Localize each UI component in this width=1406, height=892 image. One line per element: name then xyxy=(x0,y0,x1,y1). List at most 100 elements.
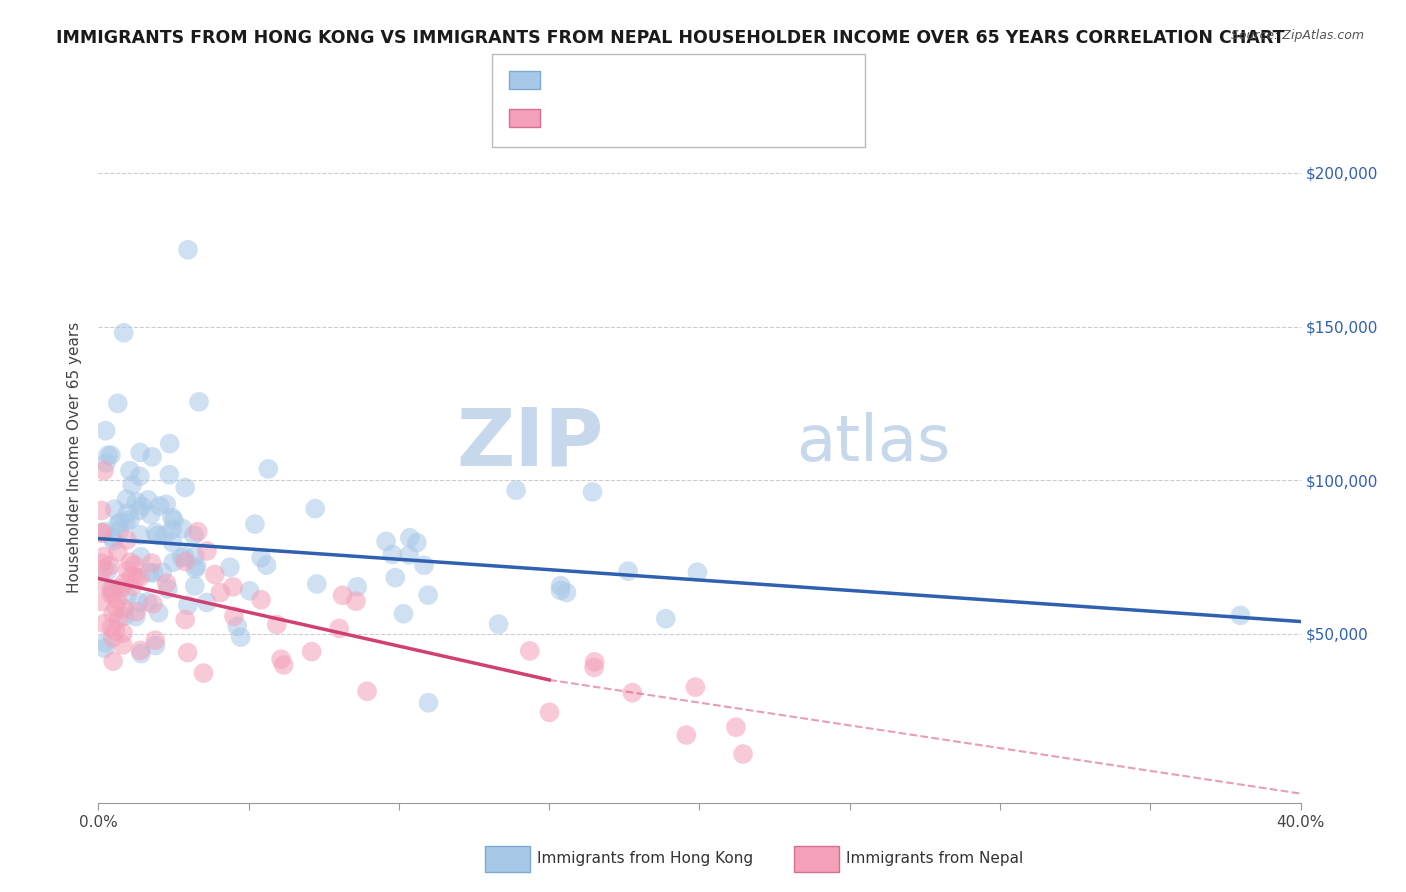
Point xyxy=(172,522,194,536)
Point xyxy=(159,436,181,450)
Point xyxy=(301,645,323,659)
Point xyxy=(170,550,193,565)
Point xyxy=(93,616,115,631)
Point xyxy=(184,562,207,576)
Point xyxy=(183,579,205,593)
Point xyxy=(256,558,278,573)
Text: -0.256: -0.256 xyxy=(583,109,643,127)
Point xyxy=(125,609,148,624)
Point xyxy=(141,556,163,570)
Point xyxy=(103,587,125,601)
Point xyxy=(555,585,578,599)
Point xyxy=(675,728,697,742)
Point xyxy=(724,720,747,734)
Point xyxy=(550,579,572,593)
Point xyxy=(112,576,135,591)
Point xyxy=(209,585,232,599)
Point xyxy=(93,641,115,656)
Point xyxy=(107,545,129,559)
Point xyxy=(97,563,120,577)
Point xyxy=(174,613,197,627)
Point xyxy=(418,696,440,710)
Point xyxy=(104,624,127,638)
Point xyxy=(94,424,117,438)
Point xyxy=(195,595,218,609)
Point xyxy=(204,567,226,582)
Point xyxy=(174,481,197,495)
Point xyxy=(142,597,165,611)
Point xyxy=(100,587,122,601)
Point xyxy=(101,531,124,545)
Point xyxy=(177,243,200,257)
Point xyxy=(392,607,415,621)
Point xyxy=(160,510,183,524)
Text: -0.108: -0.108 xyxy=(583,71,643,89)
Point xyxy=(98,558,121,573)
Point xyxy=(145,639,167,653)
Point xyxy=(226,619,249,633)
Point xyxy=(100,621,122,635)
Point xyxy=(118,513,141,527)
Text: 106: 106 xyxy=(681,71,716,89)
Point xyxy=(90,594,112,608)
Point xyxy=(121,478,143,492)
Point xyxy=(93,562,115,576)
Point xyxy=(685,680,707,694)
Point xyxy=(101,607,124,621)
Point xyxy=(143,633,166,648)
Point xyxy=(141,450,163,464)
Point xyxy=(142,566,165,580)
Point xyxy=(129,528,152,542)
Text: atlas: atlas xyxy=(796,412,950,475)
Text: R =: R = xyxy=(548,71,585,89)
Point xyxy=(101,631,124,645)
Point xyxy=(150,566,173,580)
Point xyxy=(128,503,150,517)
Point xyxy=(305,577,328,591)
Point xyxy=(173,549,195,564)
Point xyxy=(581,485,603,500)
Point xyxy=(129,643,152,657)
Point xyxy=(93,524,115,539)
Point xyxy=(731,747,754,761)
Point xyxy=(519,644,541,658)
Point xyxy=(118,464,141,478)
Point xyxy=(148,499,170,513)
Point xyxy=(94,636,117,650)
Point xyxy=(117,506,139,520)
Point xyxy=(112,602,135,616)
Point xyxy=(100,582,122,596)
Point xyxy=(162,535,184,549)
Point xyxy=(125,495,148,509)
Point xyxy=(398,548,420,562)
Text: Source: ZipAtlas.com: Source: ZipAtlas.com xyxy=(1230,29,1364,42)
Point xyxy=(90,556,112,570)
Point xyxy=(193,666,215,681)
Point xyxy=(621,686,644,700)
Point xyxy=(145,525,167,540)
Point xyxy=(157,467,180,482)
Point xyxy=(129,445,152,459)
Point xyxy=(124,558,146,572)
Point xyxy=(538,706,561,720)
Point xyxy=(114,609,136,624)
Point xyxy=(270,652,292,666)
Point xyxy=(156,582,179,596)
Point xyxy=(229,630,252,644)
Y-axis label: Householder Income Over 65 years: Householder Income Over 65 years xyxy=(67,321,83,593)
Point xyxy=(125,571,148,585)
Point xyxy=(128,595,150,609)
Text: R =: R = xyxy=(548,109,585,127)
Point xyxy=(110,581,132,595)
Point xyxy=(155,497,177,511)
Point xyxy=(346,580,368,594)
Point xyxy=(153,528,176,542)
Point xyxy=(328,621,350,635)
Point xyxy=(583,660,606,674)
Point xyxy=(120,555,142,569)
Point xyxy=(128,570,150,584)
Point xyxy=(131,499,153,513)
Point xyxy=(103,533,125,548)
Point xyxy=(117,564,139,578)
Point xyxy=(146,528,169,542)
